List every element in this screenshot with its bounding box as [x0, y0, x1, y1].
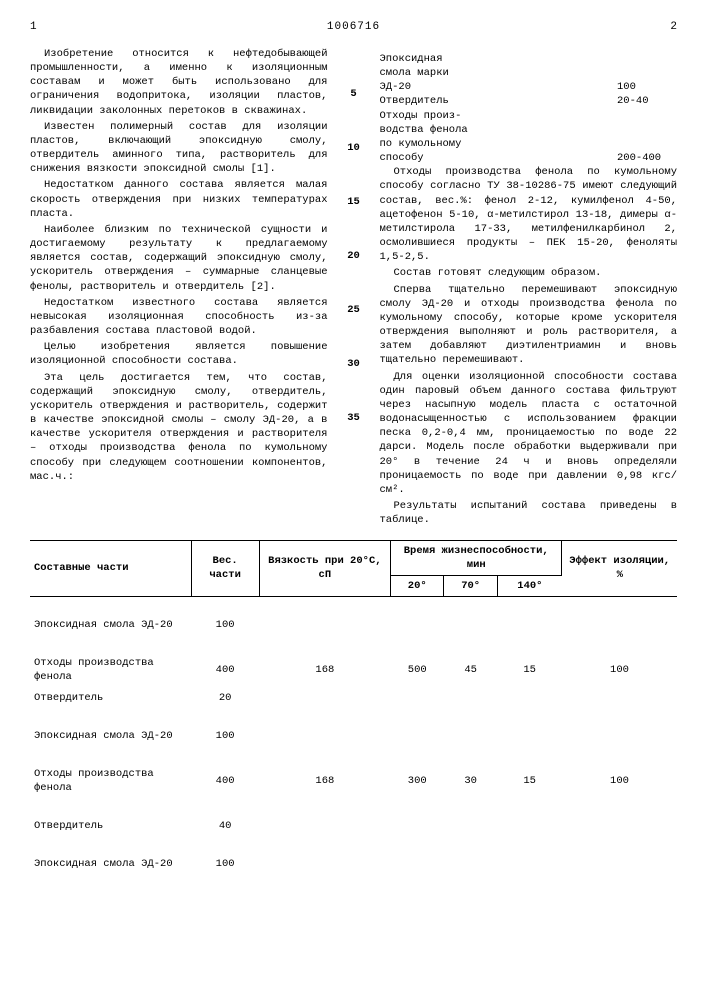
- ratio-value: [617, 123, 677, 137]
- th-effect: Эффект изоляции, %: [562, 540, 677, 597]
- table-row: Отходы производства фенола40016850045151…: [30, 653, 677, 687]
- ratio-label: Отвердитель: [380, 94, 618, 108]
- table-row: Отвердитель40: [30, 816, 677, 836]
- ratio-label: способу: [380, 151, 618, 165]
- page-header: 1 1006716 2: [30, 20, 677, 35]
- line-mark: 15: [347, 155, 360, 209]
- ratio-block: Эпоксидная смола марки ЭД-20100 Отвердит…: [380, 52, 678, 165]
- line-markers: 5 10 15 20 25 30 35: [346, 47, 362, 530]
- line-mark: 35: [347, 371, 360, 425]
- para: Для оценки изоляционной способности сост…: [380, 370, 678, 498]
- line-mark: 25: [347, 263, 360, 317]
- line-mark: 20: [347, 209, 360, 263]
- ratio-label: ЭД-20: [380, 80, 618, 94]
- para: Наиболее близким по технической сущности…: [30, 223, 328, 294]
- para: Эта цель достигается тем, что состав, со…: [30, 371, 328, 484]
- line-mark: 5: [350, 47, 356, 101]
- th-weight: Вес. части: [191, 540, 259, 597]
- line-mark: 10: [347, 101, 360, 155]
- text-columns: Изобретение относится к нефтедобывающей …: [30, 47, 677, 530]
- line-mark: 30: [347, 317, 360, 371]
- ratio-value: 20-40: [617, 94, 677, 108]
- para: Известен полимерный состав для изоляции …: [30, 120, 328, 177]
- ratio-value: [617, 109, 677, 123]
- table-row: Отходы производства фенола40016830030151…: [30, 764, 677, 798]
- ratio-value: [617, 66, 677, 80]
- page-left: 1: [30, 20, 37, 35]
- column-right: Эпоксидная смола марки ЭД-20100 Отвердит…: [380, 47, 678, 530]
- ratio-label: смола марки: [380, 66, 618, 80]
- page-right: 2: [670, 20, 677, 35]
- para: Недостатком данного состава является мал…: [30, 178, 328, 221]
- table-row: Эпоксидная смола ЭД-20100: [30, 854, 677, 874]
- ratio-label: Отходы произ-: [380, 109, 618, 123]
- ratio-label: Эпоксидная: [380, 52, 618, 66]
- para: Сперва тщательно перемешивают эпоксидную…: [380, 283, 678, 368]
- results-table: Составные части Вес. части Вязкость при …: [30, 540, 677, 875]
- table-row: Отвердитель20: [30, 688, 677, 708]
- para: Недостатком известного состава является …: [30, 296, 328, 339]
- ratio-label: по кумольному: [380, 137, 618, 151]
- th-life: Время жизнеспособности, мин: [391, 540, 562, 575]
- doc-number: 1006716: [327, 20, 380, 35]
- ratio-value: 100: [617, 80, 677, 94]
- th-viscosity: Вязкость при 20°С, сП: [259, 540, 390, 597]
- th-70: 70°: [444, 575, 497, 596]
- para: Целью изобретения является повышение изо…: [30, 340, 328, 368]
- th-20: 20°: [391, 575, 444, 596]
- para: Результаты испытаний состава приведены в…: [380, 499, 678, 527]
- table-row: Эпоксидная смола ЭД-20100: [30, 726, 677, 746]
- para: Изобретение относится к нефтедобывающей …: [30, 47, 328, 118]
- ratio-value: [617, 137, 677, 151]
- table-row: Эпоксидная смола ЭД-20100: [30, 615, 677, 635]
- th-parts: Составные части: [30, 540, 191, 597]
- para: Отходы производства фенола по кумольному…: [380, 165, 678, 264]
- ratio-value: [617, 52, 677, 66]
- table-body: Эпоксидная смола ЭД-20100 Отходы произво…: [30, 597, 677, 875]
- th-140: 140°: [497, 575, 562, 596]
- column-left: Изобретение относится к нефтедобывающей …: [30, 47, 328, 530]
- ratio-label: водства фенола: [380, 123, 618, 137]
- para: Состав готовят следующим образом.: [380, 266, 678, 280]
- ratio-value: 200-400: [617, 151, 677, 165]
